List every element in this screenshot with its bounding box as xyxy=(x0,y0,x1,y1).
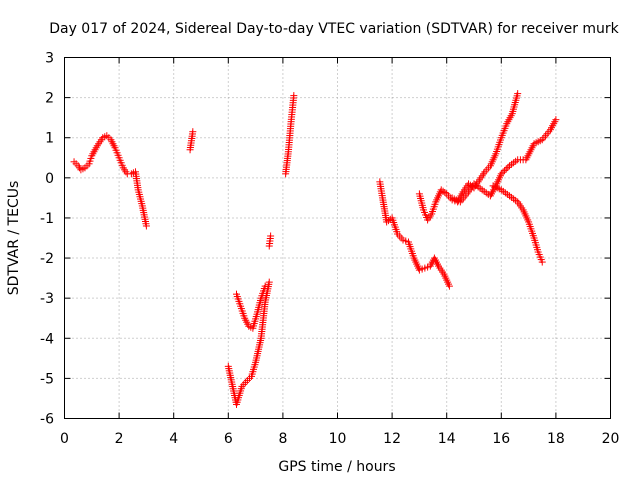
grid-lines xyxy=(64,57,611,419)
series-arc-2 xyxy=(186,128,197,154)
x-tick-label: 14 xyxy=(438,431,456,447)
series-arc-3 xyxy=(224,278,273,408)
x-tick-label: 10 xyxy=(329,431,347,447)
data-point xyxy=(437,186,445,194)
x-tick-label: 16 xyxy=(492,431,510,447)
series-arc-8 xyxy=(415,90,522,224)
series-arc-10 xyxy=(489,182,546,266)
x-tick-label: 0 xyxy=(60,431,69,447)
y-tick-label: 3 xyxy=(45,51,54,67)
x-tick-label: 4 xyxy=(169,431,178,447)
x-tick-label: 20 xyxy=(602,431,620,447)
data-point xyxy=(497,170,505,178)
data-point xyxy=(383,218,391,226)
data-point xyxy=(514,90,522,98)
series-arc-6 xyxy=(282,92,298,178)
data-point xyxy=(499,168,507,176)
x-tick-label: 18 xyxy=(547,431,565,447)
data-point xyxy=(502,165,510,173)
y-tick-label: -6 xyxy=(40,412,54,428)
y-tick-label: 2 xyxy=(45,91,54,107)
data-point xyxy=(504,163,512,171)
data-point xyxy=(290,92,298,100)
data-point xyxy=(189,128,197,136)
data-point xyxy=(267,232,275,240)
y-tick-label: -3 xyxy=(40,291,54,307)
y-tick-label: -1 xyxy=(40,211,54,227)
data-point xyxy=(439,187,447,195)
y-tick-label: -5 xyxy=(40,371,54,387)
x-tick-label: 2 xyxy=(115,431,124,447)
y-tick-label: -4 xyxy=(40,331,54,347)
data-point xyxy=(445,282,453,290)
data-points xyxy=(70,90,560,408)
series-arc-7 xyxy=(376,178,453,290)
x-tick-label: 8 xyxy=(278,431,287,447)
y-tick-label: 1 xyxy=(45,131,54,147)
x-axis-label: GPS time / hours xyxy=(278,459,395,475)
y-axis-label: SDTVAR / TECUs xyxy=(6,181,22,296)
chart-title: Day 017 of 2024, Sidereal Day-to-day VTE… xyxy=(49,21,619,37)
y-tick-label: -2 xyxy=(40,251,54,267)
x-axis: 0 2 4 6 8 10 12 14 16 18 20 xyxy=(60,57,620,447)
y-axis: 3 2 1 0 -1 -2 -3 -4 -5 -6 xyxy=(40,51,611,428)
data-point xyxy=(501,167,509,175)
data-point xyxy=(441,189,449,197)
series-arc-1 xyxy=(70,132,150,230)
data-point xyxy=(265,278,273,286)
y-tick-label: 0 xyxy=(45,171,54,187)
series-arc-5 xyxy=(265,232,275,250)
plot-frame xyxy=(64,57,611,419)
data-point xyxy=(538,258,546,266)
data-point xyxy=(142,222,150,230)
x-tick-label: 12 xyxy=(383,431,401,447)
data-point xyxy=(552,116,560,124)
data-point xyxy=(261,282,269,290)
x-tick-label: 6 xyxy=(224,431,233,447)
series-arc-4 xyxy=(232,282,269,332)
